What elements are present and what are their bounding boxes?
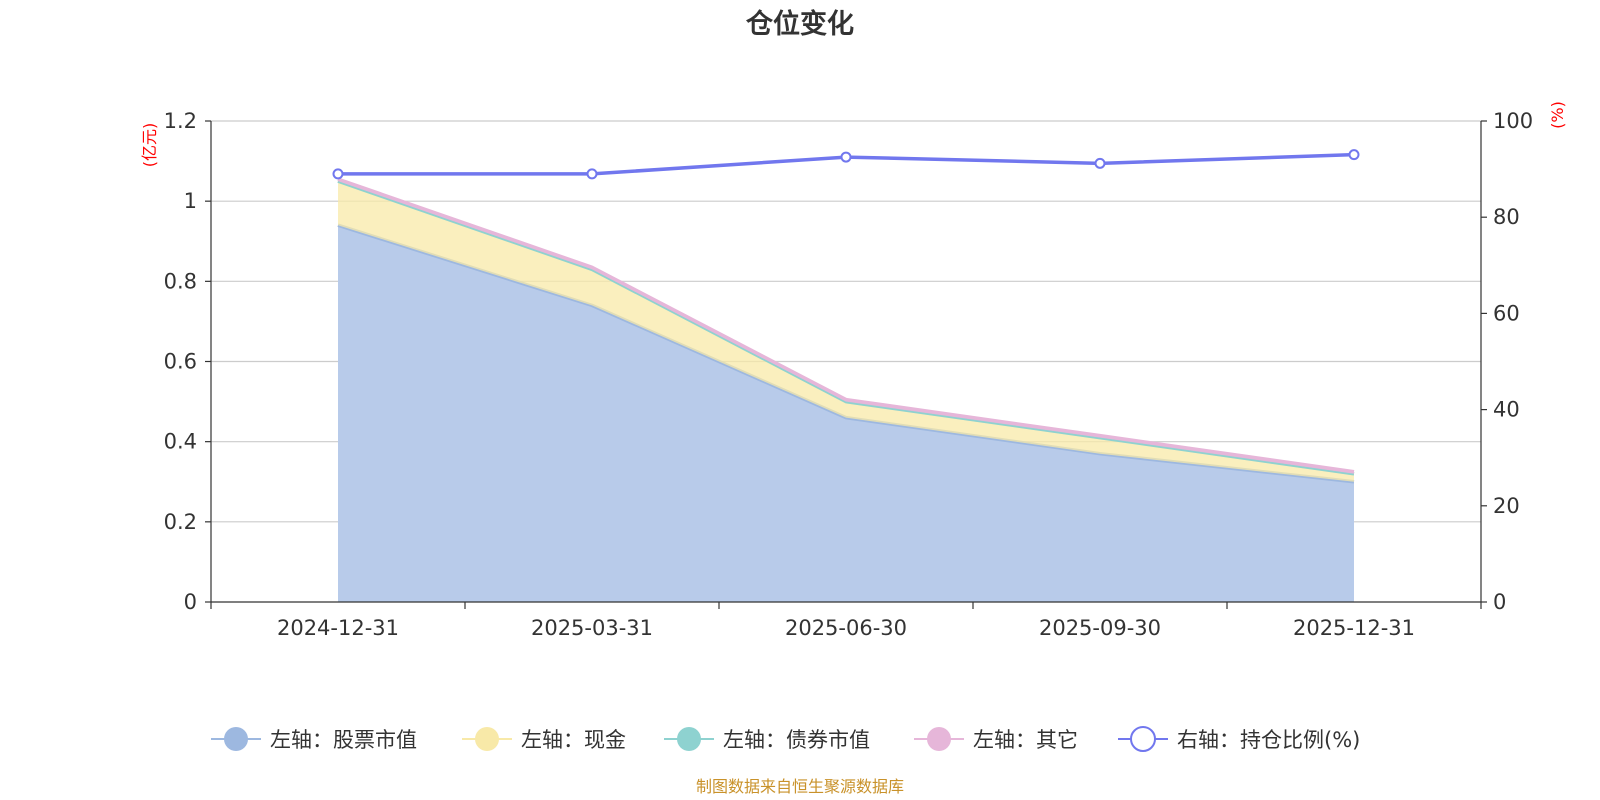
area-edge-3 <box>337 177 1355 474</box>
left-axis-tick-label: 0.2 <box>164 510 197 534</box>
x-axis-label: 2025-09-30 <box>1039 616 1161 640</box>
right-axis-tick-label: 100 <box>1493 109 1533 133</box>
right-axis-tick-label: 60 <box>1493 301 1520 325</box>
legend-item: 右轴：持仓比例(%) <box>1118 726 1360 752</box>
legend-item: 左轴：股票市值 <box>211 727 417 752</box>
right-axis-tick-label: 20 <box>1493 494 1520 518</box>
left-axis-tick-label: 0.6 <box>164 350 197 374</box>
legend: 左轴：股票市值 左轴：现金 左轴：债券市值 左轴：其它 右轴：持仓比例(%) <box>211 726 1360 752</box>
right-axis-unit: (%) <box>1548 101 1567 129</box>
legend-label: 左轴：股票市值 <box>270 728 417 752</box>
chart-title: 仓位变化 <box>745 8 854 40</box>
left-axis-tick-label: 1 <box>184 189 197 213</box>
ratio-point <box>586 168 598 180</box>
area-series <box>337 177 1355 602</box>
legend-marker <box>677 727 701 751</box>
legend-marker <box>1130 726 1156 752</box>
legend-item: 左轴：现金 <box>462 727 626 752</box>
legend-label: 左轴：现金 <box>521 728 626 752</box>
right-axis-tick-label: 80 <box>1493 205 1520 229</box>
source-note: 制图数据来自恒生聚源数据库 <box>696 777 904 796</box>
legend-item: 左轴：债券市值 <box>664 727 870 752</box>
ratio-point <box>1094 157 1106 169</box>
right-axis-tick-label: 0 <box>1493 590 1506 614</box>
legend-label: 左轴：其它 <box>973 728 1078 752</box>
ratio-point <box>1348 149 1360 161</box>
left-axis-tick-label: 0.8 <box>164 269 197 293</box>
legend-marker <box>927 727 951 751</box>
ratio-point <box>840 151 852 163</box>
legend-item: 左轴：其它 <box>914 727 1078 752</box>
x-axis-label: 2025-06-30 <box>785 616 907 640</box>
ratio-line-series <box>332 149 1360 180</box>
axes: 0 0.2 0.4 0.6 0.8 1 1.2 0 20 40 60 80 100 2024-12-31 2… <box>164 109 1534 640</box>
right-axis-tick-label: 40 <box>1493 398 1520 422</box>
ratio-point <box>332 168 344 180</box>
legend-marker <box>475 727 499 751</box>
left-axis-tick-label: 0.4 <box>164 430 197 454</box>
legend-label: 右轴：持仓比例(%) <box>1177 728 1360 752</box>
left-axis-tick-label: 0 <box>184 590 197 614</box>
legend-label: 左轴：债券市值 <box>723 728 870 752</box>
left-axis-tick-label: 1.2 <box>164 109 197 133</box>
area-0 <box>338 225 1354 602</box>
left-axis-unit: (亿元) <box>140 123 159 168</box>
x-axis-label: 2024-12-31 <box>277 616 399 640</box>
x-axis-label: 2025-12-31 <box>1293 616 1415 640</box>
x-axis-label: 2025-03-31 <box>531 616 653 640</box>
legend-marker <box>224 727 248 751</box>
